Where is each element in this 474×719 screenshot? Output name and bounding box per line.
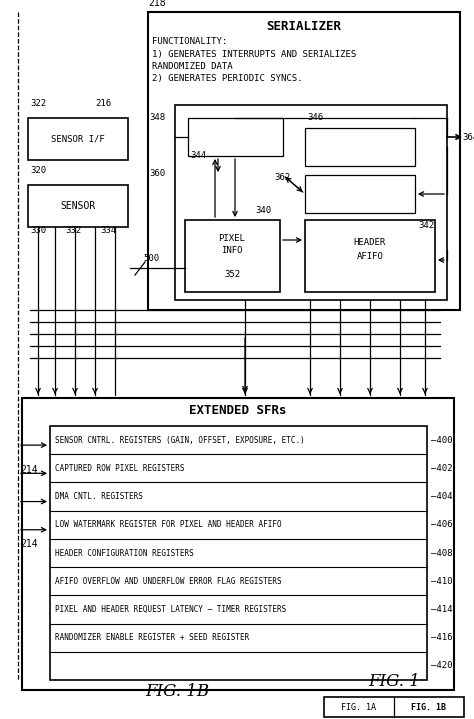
Text: EXTENDED SFRs: EXTENDED SFRs: [189, 404, 287, 417]
Text: —406: —406: [431, 521, 453, 529]
Text: HEADER: HEADER: [354, 238, 386, 247]
Bar: [50, 426, 427, 680]
Text: —400: —400: [431, 436, 453, 444]
Text: DMA CNTL. REGISTERS: DMA CNTL. REGISTERS: [55, 492, 143, 501]
Text: 346: 346: [307, 113, 323, 122]
Text: PIXEL: PIXEL: [219, 234, 246, 243]
Bar: [305, 128, 415, 166]
Text: RANDOMIZED DATA: RANDOMIZED DATA: [152, 62, 233, 71]
Text: 342: 342: [418, 221, 434, 229]
Text: 348: 348: [149, 112, 165, 122]
Text: —408: —408: [431, 549, 453, 557]
Text: 500: 500: [143, 254, 159, 263]
Text: FIG. 1B: FIG. 1B: [145, 683, 209, 700]
Text: 360: 360: [149, 168, 165, 178]
Text: SENSOR I/F: SENSOR I/F: [51, 134, 105, 144]
Text: SERIALIZER: SERIALIZER: [266, 20, 341, 33]
Bar: [305, 175, 415, 213]
Bar: [175, 105, 447, 300]
Text: PIXEL AND HEADER REQUEST LATENCY – TIMER REGISTERS: PIXEL AND HEADER REQUEST LATENCY – TIMER…: [55, 605, 286, 614]
Text: —404: —404: [431, 492, 453, 501]
Text: SENSOR: SENSOR: [60, 201, 96, 211]
Text: —420: —420: [431, 661, 453, 670]
Text: 330: 330: [30, 226, 46, 235]
Text: 214: 214: [20, 465, 37, 475]
Text: 2) GENERATES PERIODIC SYNCS.: 2) GENERATES PERIODIC SYNCS.: [152, 74, 302, 83]
Bar: [148, 12, 460, 310]
Text: —414: —414: [431, 605, 453, 614]
Text: 340: 340: [255, 206, 271, 215]
Bar: [28, 118, 128, 160]
Text: FIG. 1B: FIG. 1B: [411, 702, 447, 712]
Text: AFIFO OVERFLOW AND UNDERFLOW ERROR FLAG REGISTERS: AFIFO OVERFLOW AND UNDERFLOW ERROR FLAG …: [55, 577, 282, 586]
Bar: [305, 220, 435, 292]
Bar: [324, 697, 464, 717]
Text: —402: —402: [431, 464, 453, 473]
Text: 352: 352: [224, 270, 240, 279]
Bar: [185, 220, 280, 292]
Text: 320: 320: [30, 166, 46, 175]
Text: 322: 322: [30, 99, 46, 108]
Bar: [22, 398, 454, 690]
Text: SENSOR CNTRL. REGISTERS (GAIN, OFFSET, EXPOSURE, ETC.): SENSOR CNTRL. REGISTERS (GAIN, OFFSET, E…: [55, 436, 305, 444]
Text: 334: 334: [100, 226, 116, 235]
Text: 218: 218: [148, 0, 165, 8]
Text: HEADER CONFIGURATION REGISTERS: HEADER CONFIGURATION REGISTERS: [55, 549, 194, 557]
Text: FIG. 1: FIG. 1: [368, 673, 420, 690]
Text: 344: 344: [190, 151, 206, 160]
Text: LOW WATERMARK REGISTER FOR PIXEL AND HEADER AFIFO: LOW WATERMARK REGISTER FOR PIXEL AND HEA…: [55, 521, 282, 529]
Bar: [28, 185, 128, 227]
Text: 362: 362: [274, 173, 290, 183]
Text: 216: 216: [95, 99, 111, 108]
Text: CAPTURED ROW PIXEL REGISTERS: CAPTURED ROW PIXEL REGISTERS: [55, 464, 184, 473]
Text: RANDOMIZER ENABLE REGISTER + SEED REGISTER: RANDOMIZER ENABLE REGISTER + SEED REGIST…: [55, 633, 249, 642]
Text: 214: 214: [20, 539, 37, 549]
Text: FUNCTIONALITY:: FUNCTIONALITY:: [152, 37, 227, 46]
Text: INFO: INFO: [221, 246, 243, 255]
Text: AFIFO: AFIFO: [356, 252, 383, 261]
Text: —410: —410: [431, 577, 453, 586]
Text: FIG. 1A: FIG. 1A: [341, 702, 376, 712]
Text: 364: 364: [462, 134, 474, 142]
Text: —416: —416: [431, 633, 453, 642]
Bar: [188, 118, 283, 156]
Text: 1) GENERATES INTERRUPTS AND SERIALIZES: 1) GENERATES INTERRUPTS AND SERIALIZES: [152, 50, 356, 59]
Text: 332: 332: [65, 226, 81, 235]
